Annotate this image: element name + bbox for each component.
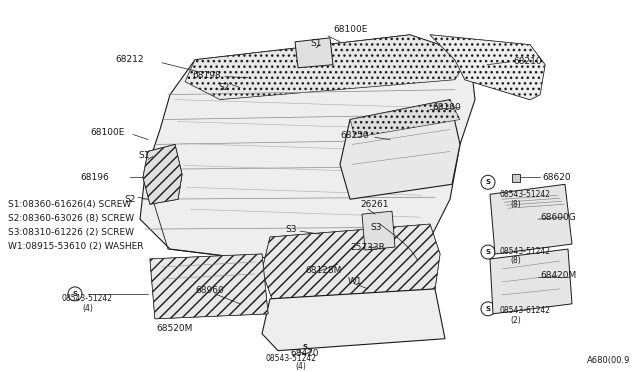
Text: S2: S2: [218, 83, 229, 92]
Text: 08543-51242: 08543-51242: [265, 354, 316, 363]
Polygon shape: [150, 254, 268, 319]
Circle shape: [163, 193, 166, 196]
Text: 08543-51242: 08543-51242: [62, 294, 113, 303]
Text: 68420M: 68420M: [540, 272, 576, 280]
Polygon shape: [150, 254, 268, 319]
Polygon shape: [350, 100, 460, 138]
Text: (4): (4): [295, 362, 306, 371]
Text: 08543-51242: 08543-51242: [500, 247, 551, 256]
Text: S2:08360-63026 (8) SCREW: S2:08360-63026 (8) SCREW: [8, 214, 134, 223]
Polygon shape: [140, 35, 475, 259]
Text: S: S: [486, 306, 490, 312]
Text: S: S: [486, 179, 490, 185]
Text: (8): (8): [510, 200, 521, 209]
Text: S: S: [72, 291, 77, 297]
Text: W1: W1: [348, 278, 363, 286]
Polygon shape: [490, 249, 572, 314]
Text: 68196: 68196: [80, 173, 109, 182]
Text: S3: S3: [370, 222, 381, 232]
Text: S1: S1: [138, 151, 150, 160]
Text: 68198: 68198: [192, 71, 221, 80]
Text: S2: S2: [124, 195, 136, 204]
Text: S3:08310-61226 (2) SCREW: S3:08310-61226 (2) SCREW: [8, 228, 134, 237]
Text: (8): (8): [510, 257, 521, 266]
Polygon shape: [262, 224, 440, 299]
Text: 68420: 68420: [291, 349, 319, 358]
Text: 68620: 68620: [542, 173, 571, 182]
Text: S1:08360-61626(4) SCREW: S1:08360-61626(4) SCREW: [8, 200, 131, 209]
Polygon shape: [262, 224, 440, 299]
Polygon shape: [143, 144, 182, 204]
Text: 68212: 68212: [115, 55, 143, 64]
Text: S1: S1: [310, 39, 321, 48]
Polygon shape: [362, 211, 395, 250]
Text: 26261: 26261: [360, 200, 388, 209]
Text: (4): (4): [82, 304, 93, 313]
Text: 68100E: 68100E: [90, 128, 124, 137]
Circle shape: [159, 155, 161, 158]
Polygon shape: [430, 35, 545, 100]
Polygon shape: [295, 38, 333, 68]
Text: 68100: 68100: [432, 103, 461, 112]
Polygon shape: [143, 144, 182, 204]
Text: S: S: [303, 344, 307, 350]
Polygon shape: [262, 289, 445, 351]
Text: 68100E: 68100E: [333, 25, 367, 34]
Polygon shape: [490, 184, 572, 254]
Polygon shape: [185, 35, 470, 100]
Text: 68520M: 68520M: [157, 324, 193, 333]
Text: A680(00.9: A680(00.9: [587, 356, 630, 365]
Text: (2): (2): [510, 316, 521, 325]
Text: 08543-61242: 08543-61242: [500, 306, 551, 315]
Text: W1:08915-53610 (2) WASHER: W1:08915-53610 (2) WASHER: [8, 241, 143, 251]
FancyBboxPatch shape: [512, 174, 520, 182]
Text: 25733R: 25733R: [350, 243, 385, 251]
Text: 68960: 68960: [195, 286, 224, 295]
Polygon shape: [430, 35, 545, 100]
Polygon shape: [340, 100, 460, 199]
Text: 68600G: 68600G: [540, 213, 576, 222]
Text: 68250: 68250: [340, 131, 369, 140]
Text: S: S: [486, 249, 490, 255]
Text: 68210: 68210: [513, 57, 541, 66]
Text: 68128M: 68128M: [305, 266, 341, 275]
Text: 08543-51242: 08543-51242: [500, 190, 551, 199]
Text: S3: S3: [285, 225, 296, 234]
